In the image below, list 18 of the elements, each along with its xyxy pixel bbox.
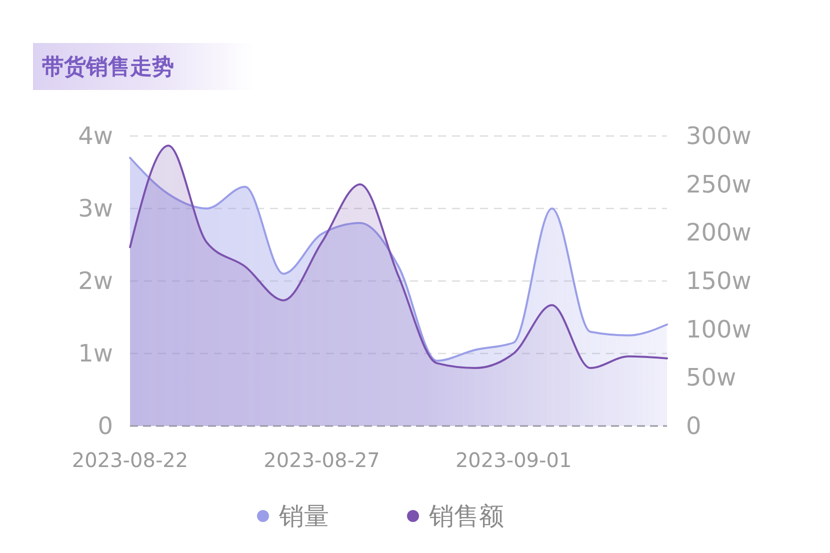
legend-label: 销售额 [428, 502, 504, 530]
y2-tick-label: 50w [686, 364, 736, 392]
x-tick-label: 2023-09-01 [455, 448, 572, 472]
y-tick-label: 1w [78, 340, 113, 368]
y-tick-label: 4w [78, 122, 113, 150]
y2-tick-label: 150w [686, 267, 752, 295]
chart-title: 带货销售走势 [42, 54, 174, 80]
y2-tick-label: 200w [686, 218, 752, 247]
y-tick-label: 3w [78, 194, 113, 222]
y2-tick-label: 300w [686, 122, 752, 150]
legend-label: 销量 [278, 502, 329, 530]
y-tick-label: 0 [98, 412, 113, 440]
x-tick-label: 2023-08-27 [264, 448, 380, 472]
y2-tick-label: 0 [686, 412, 702, 440]
y-tick-label: 2w [78, 267, 113, 295]
x-tick-label: 2023-08-22 [72, 448, 188, 472]
y2-tick-label: 250w [686, 170, 752, 198]
y2-tick-label: 100w [686, 315, 752, 344]
